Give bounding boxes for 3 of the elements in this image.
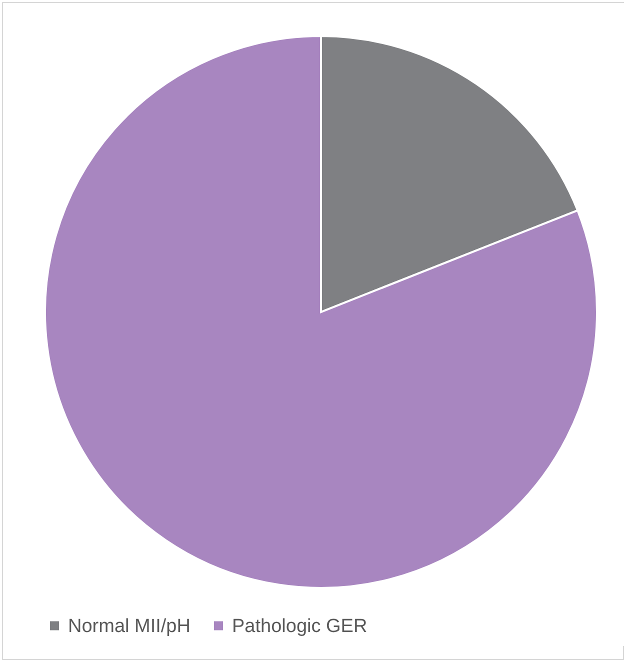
pie-slice	[44, 35, 598, 589]
legend-label: Normal MII/pH	[68, 616, 190, 637]
legend-label: Pathologic GER	[232, 616, 368, 637]
